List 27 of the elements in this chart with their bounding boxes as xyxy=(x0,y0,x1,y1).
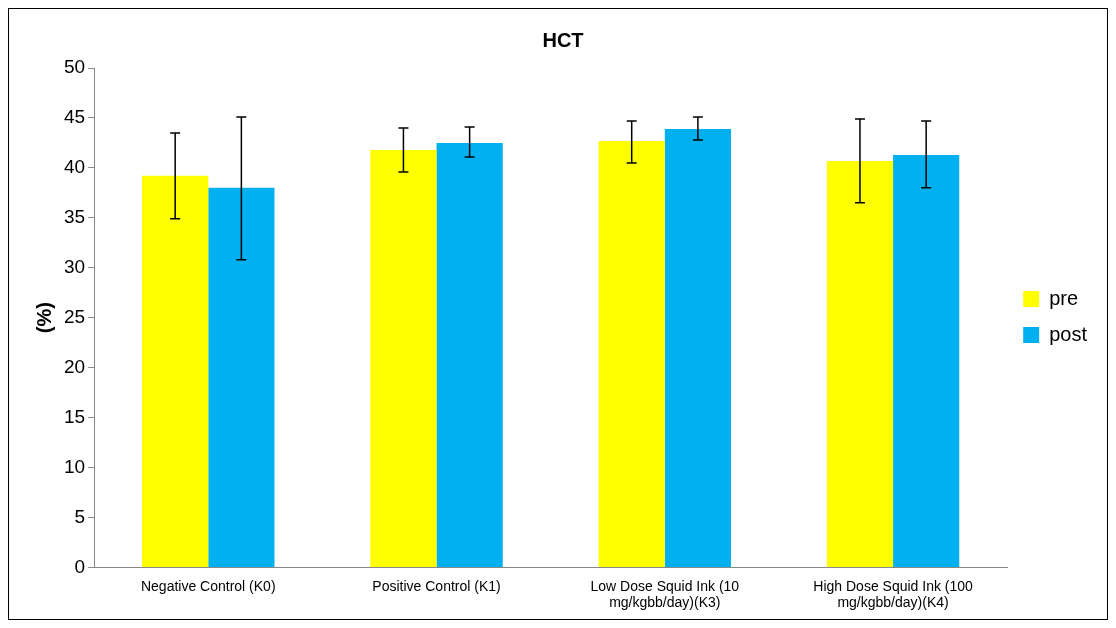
bar xyxy=(436,142,503,567)
y-tick-label: 35 xyxy=(63,206,86,228)
bar xyxy=(893,154,960,567)
y-tick-label: 15 xyxy=(63,405,86,427)
chart-title: HCT xyxy=(542,28,584,51)
x-tick-label: Low Dose Squid Ink (10 mg/kgbb/day)(K3) xyxy=(590,577,740,611)
x-tick-label: High Dose Squid Ink (100 mg/kgbb/day)(K4) xyxy=(813,577,974,611)
bar xyxy=(142,175,209,567)
y-axis-title: (%) xyxy=(32,302,55,334)
legend-label: post xyxy=(1049,322,1088,345)
y-tick-label: 50 xyxy=(63,56,86,78)
bar xyxy=(208,187,275,567)
y-tick-label: 25 xyxy=(63,305,86,327)
x-tick-label: Positive Control (K1) xyxy=(372,577,501,594)
y-tick-label: 40 xyxy=(63,156,86,178)
bar xyxy=(826,160,894,567)
x-tick-label: Negative Control (K0) xyxy=(140,577,276,594)
y-tick-label: 20 xyxy=(63,355,86,377)
y-tick-label: 30 xyxy=(63,255,86,277)
y-tick-label: 5 xyxy=(74,505,86,527)
y-tick-label: 0 xyxy=(74,555,86,577)
y-tick-label: 10 xyxy=(63,455,86,477)
bar xyxy=(370,149,437,567)
y-tick-label: 45 xyxy=(63,106,86,128)
bar xyxy=(598,140,665,567)
legend-label: pre xyxy=(1049,286,1079,309)
bar xyxy=(664,128,731,567)
